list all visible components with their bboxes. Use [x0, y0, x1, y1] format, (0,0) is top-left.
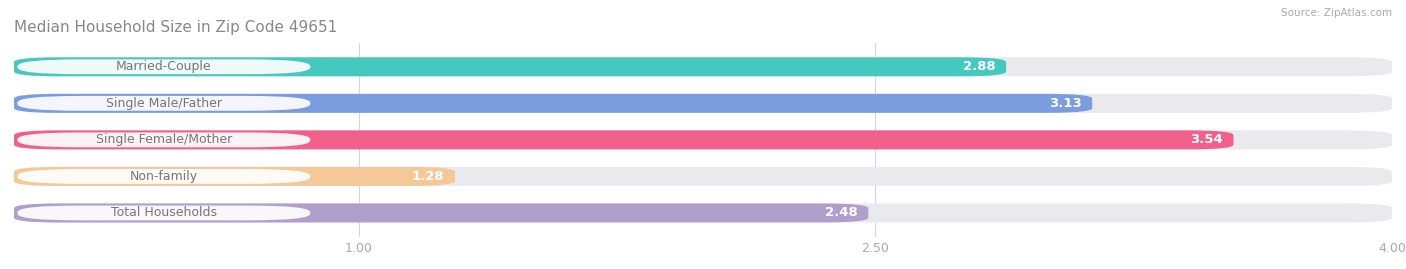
Text: 2.88: 2.88 — [963, 60, 995, 73]
Text: 1.28: 1.28 — [412, 170, 444, 183]
FancyBboxPatch shape — [14, 130, 1233, 149]
FancyBboxPatch shape — [14, 203, 1392, 222]
Text: 2.48: 2.48 — [825, 207, 858, 220]
Text: Married-Couple: Married-Couple — [117, 60, 212, 73]
FancyBboxPatch shape — [14, 94, 1392, 113]
Text: Source: ZipAtlas.com: Source: ZipAtlas.com — [1281, 8, 1392, 18]
Text: 3.54: 3.54 — [1191, 133, 1223, 146]
FancyBboxPatch shape — [14, 167, 456, 186]
FancyBboxPatch shape — [17, 96, 311, 111]
FancyBboxPatch shape — [14, 94, 1092, 113]
FancyBboxPatch shape — [14, 57, 1392, 76]
Text: Single Male/Father: Single Male/Father — [105, 97, 222, 110]
Text: Non-family: Non-family — [129, 170, 198, 183]
Text: Total Households: Total Households — [111, 207, 217, 220]
FancyBboxPatch shape — [14, 203, 869, 222]
FancyBboxPatch shape — [17, 132, 311, 147]
Text: 3.13: 3.13 — [1049, 97, 1083, 110]
Text: Single Female/Mother: Single Female/Mother — [96, 133, 232, 146]
FancyBboxPatch shape — [17, 206, 311, 220]
FancyBboxPatch shape — [14, 57, 1007, 76]
Text: Median Household Size in Zip Code 49651: Median Household Size in Zip Code 49651 — [14, 20, 337, 35]
FancyBboxPatch shape — [17, 59, 311, 74]
FancyBboxPatch shape — [17, 169, 311, 184]
FancyBboxPatch shape — [14, 130, 1392, 149]
FancyBboxPatch shape — [14, 167, 1392, 186]
